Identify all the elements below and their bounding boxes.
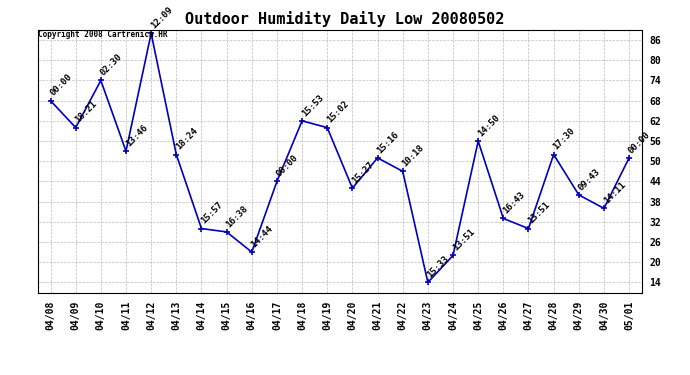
Text: 15:53: 15:53: [300, 93, 325, 118]
Text: 00:00: 00:00: [275, 153, 300, 178]
Text: 16:38: 16:38: [224, 204, 250, 229]
Text: 16:43: 16:43: [501, 190, 526, 216]
Text: 18:21: 18:21: [74, 99, 99, 125]
Text: Copyright 2008 Cartrenica.HR: Copyright 2008 Cartrenica.HR: [38, 30, 168, 39]
Text: 14:44: 14:44: [250, 224, 275, 249]
Text: 00:00: 00:00: [48, 72, 74, 98]
Text: 13:51: 13:51: [451, 227, 476, 253]
Text: 14:11: 14:11: [602, 180, 627, 206]
Text: 09:43: 09:43: [577, 167, 602, 192]
Text: 15:57: 15:57: [199, 200, 225, 226]
Text: Outdoor Humidity Daily Low 20080502: Outdoor Humidity Daily Low 20080502: [186, 11, 504, 27]
Text: 13:51: 13:51: [526, 200, 552, 226]
Text: 12:09: 12:09: [149, 5, 175, 31]
Text: 17:30: 17:30: [551, 126, 577, 152]
Text: 13:46: 13:46: [124, 123, 149, 148]
Text: 00:00: 00:00: [627, 130, 652, 155]
Text: 14:50: 14:50: [476, 113, 502, 138]
Text: 15:33: 15:33: [426, 254, 451, 280]
Text: 15:16: 15:16: [375, 130, 401, 155]
Text: 15:27: 15:27: [351, 160, 375, 185]
Text: 15:02: 15:02: [325, 99, 351, 125]
Text: 18:24: 18:24: [174, 126, 199, 152]
Text: 02:30: 02:30: [99, 53, 124, 78]
Text: 10:18: 10:18: [400, 143, 426, 169]
